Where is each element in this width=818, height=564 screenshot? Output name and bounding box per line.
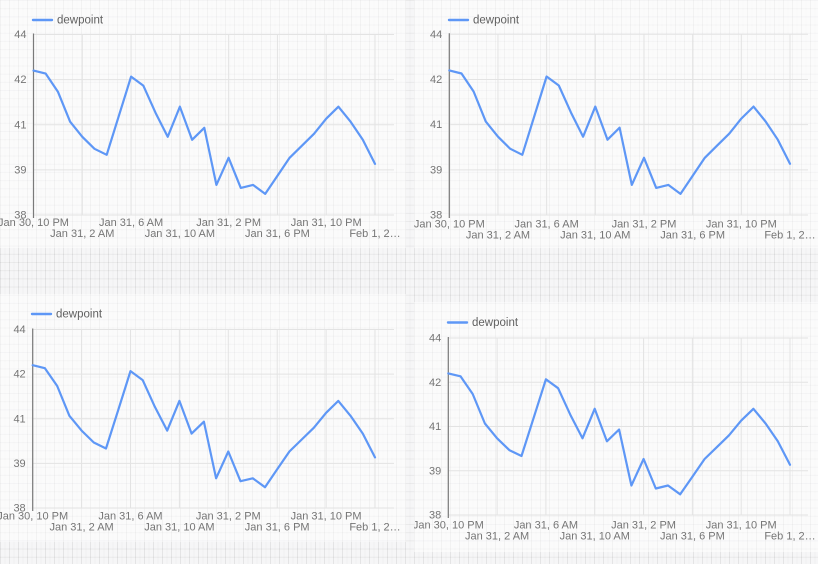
x-axis-tick-label: Jan 31, 2 PM (612, 219, 677, 231)
x-axis-tick-label: Jan 31, 2 AM (50, 228, 114, 240)
x-axis-tick-label: Jan 31, 10 PM (706, 219, 777, 231)
y-axis-labels: 38 39 41 42 44 (13, 324, 25, 515)
legend-label-dewpoint[interactable]: dewpoint (57, 15, 104, 27)
x-axis-tick-label: Jan 31, 6 AM (515, 219, 579, 231)
x-axis-tick-label: Feb 1, 2… (764, 531, 815, 543)
x-axis-tick-label: Jan 31, 2 AM (466, 230, 530, 242)
x-axis-tick-label: Jan 30, 10 PM (0, 511, 68, 523)
dewpoint-series-line[interactable] (447, 372, 792, 496)
x-axis-tick-label: Jan 30, 10 PM (414, 219, 485, 231)
x-axis-tick-label: Jan 31, 6 AM (514, 520, 578, 532)
y-axis-tick-label: 39 (430, 164, 442, 176)
y-axis-labels: 38 39 41 42 44 (14, 29, 26, 222)
x-axis-tick-label: Jan 31, 6 PM (245, 522, 310, 534)
dewpoint-series-line[interactable] (448, 69, 792, 195)
chart-panel-background (0, 0, 406, 248)
y-axis-tick-label: 42 (14, 74, 26, 86)
y-axis-tick-label: 42 (13, 369, 25, 381)
x-axis-tick-label: Jan 30, 10 PM (414, 520, 484, 532)
x-axis-tick-label: Jan 31, 2 AM (49, 522, 113, 534)
x-axis-tick-label: Jan 31, 10 PM (706, 520, 777, 532)
x-axis-tick-label: Jan 31, 10 AM (560, 230, 630, 242)
y-axis-tick-label: 38 (430, 210, 442, 222)
x-axis-tick-label: Jan 31, 6 PM (660, 230, 725, 242)
x-axis-tick-label: Jan 31, 2 PM (196, 217, 261, 229)
y-axis-tick-label: 39 (13, 458, 25, 470)
y-axis-tick-label: 42 (429, 377, 441, 389)
x-axis-tick-label: Feb 1, 2… (764, 230, 815, 242)
y-axis-tick-label: 44 (429, 333, 441, 345)
x-axis-tick-label: Jan 31, 6 AM (99, 217, 163, 229)
chart-panel-background (0, 294, 406, 542)
y-axis-tick-label: 38 (429, 510, 441, 522)
x-axis-tick-label: Jan 31, 10 AM (145, 228, 215, 240)
y-axis-labels: 38 39 41 42 44 (430, 29, 442, 222)
y-axis-tick-label: 42 (430, 74, 442, 86)
x-axis-tick-label: Jan 31, 6 PM (660, 531, 725, 543)
y-axis-tick-label: 44 (13, 324, 25, 336)
x-axis-tick-label: Feb 1, 2… (349, 522, 400, 534)
legend-label-dewpoint[interactable]: dewpoint (56, 309, 103, 321)
x-axis-tick-label: Feb 1, 2… (349, 228, 400, 240)
x-axis-tick-label: Jan 31, 10 AM (560, 531, 630, 543)
chart-panel-background (414, 0, 818, 248)
y-axis-tick-label: 41 (13, 413, 25, 425)
x-axis-tick-label: Jan 31, 10 AM (144, 522, 214, 534)
x-axis-tick-label: Jan 31, 6 AM (98, 511, 162, 523)
x-axis-tick-label: Jan 31, 10 PM (291, 217, 362, 229)
y-axis-tick-label: 39 (14, 164, 26, 176)
x-axis-tick-label: Jan 31, 6 PM (245, 228, 310, 240)
y-axis-tick-label: 44 (14, 29, 26, 41)
legend-label-dewpoint[interactable]: dewpoint (473, 15, 520, 27)
y-axis-tick-label: 39 (429, 465, 441, 477)
y-axis-labels: 38 39 41 42 44 (429, 333, 441, 522)
y-axis-tick-label: 41 (430, 119, 442, 131)
y-axis-tick-label: 41 (14, 119, 26, 131)
y-axis-tick-label: 44 (430, 29, 442, 41)
x-axis-tick-label: Jan 31, 2 AM (465, 531, 529, 543)
chart-gridlines (447, 337, 808, 516)
dewpoint-series-line[interactable] (31, 364, 377, 489)
y-axis-tick-label: 41 (429, 421, 441, 433)
x-axis-tick-label: Jan 30, 10 PM (0, 217, 69, 229)
x-axis-tick-label: Jan 31, 10 PM (291, 511, 362, 523)
y-axis-tick-label: 38 (13, 503, 25, 515)
y-axis-tick-label: 38 (14, 210, 26, 222)
x-axis-tick-label: Jan 31, 2 PM (196, 511, 261, 523)
legend-label-dewpoint[interactable]: dewpoint (472, 317, 519, 329)
x-axis-tick-label: Jan 31, 2 PM (611, 520, 676, 532)
dewpoint-series-line[interactable] (32, 69, 377, 195)
